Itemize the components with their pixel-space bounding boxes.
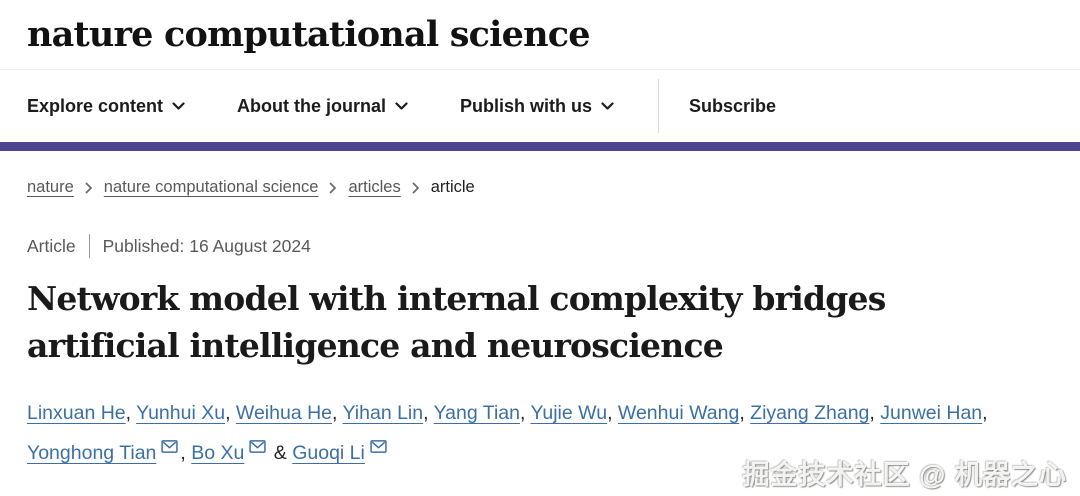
- author-separator: ,: [332, 402, 343, 424]
- breadcrumb-item-nature-computational-science[interactable]: nature computational science: [103, 178, 319, 196]
- author-separator: ,: [982, 402, 988, 424]
- author-separator: ,: [180, 442, 192, 464]
- article-meta: Article Published: 16 August 2024: [27, 234, 1053, 258]
- author-link[interactable]: Yujie Wu: [530, 402, 608, 424]
- chevron-down-icon: [395, 101, 408, 111]
- nav-item-label: About the journal: [237, 95, 387, 116]
- envelope-icon[interactable]: [161, 440, 179, 453]
- accent-bar: [0, 142, 1080, 151]
- author-link[interactable]: Weihua He: [235, 402, 333, 424]
- chevron-right-icon: [85, 182, 93, 194]
- article-title-line2: artificial intelligence and neuroscience: [27, 326, 724, 365]
- breadcrumb-item-articles[interactable]: articles: [348, 178, 401, 196]
- author-separator: ,: [225, 402, 236, 424]
- author-separator: ,: [519, 402, 531, 424]
- article-title: Network model with internal complexity b…: [27, 275, 1053, 369]
- meta-divider: [88, 234, 90, 258]
- author-link[interactable]: Linxuan He: [27, 402, 126, 424]
- main-nav: Explore content About the journal Publish …: [0, 70, 1080, 142]
- envelope-icon[interactable]: [370, 440, 387, 453]
- nav-divider: [658, 79, 660, 133]
- author-separator: ,: [607, 402, 618, 424]
- author-separator: ,: [423, 402, 434, 424]
- nav-item-label: Explore content: [27, 95, 164, 116]
- author-separator: ,: [739, 402, 751, 424]
- nav-item-publish-with-us[interactable]: Publish with us: [460, 96, 614, 117]
- envelope-icon[interactable]: [249, 440, 267, 453]
- breadcrumb-item-nature[interactable]: nature: [27, 178, 74, 196]
- chevron-down-icon: [172, 101, 185, 111]
- article-type-label: Article: [27, 235, 76, 256]
- breadcrumb: nature nature computational science articl…: [27, 178, 1053, 197]
- article-title-line1: Network model with internal complexity b…: [27, 279, 886, 318]
- author-list: Linxuan He, Yunhui Xu, Weihua He, Yihan …: [27, 393, 1035, 473]
- site-header: nature computational science: [0, 0, 1080, 70]
- journal-logo[interactable]: nature computational science: [27, 14, 591, 55]
- author-link[interactable]: Yang Tian: [433, 402, 520, 424]
- nav-item-about-the-journal[interactable]: About the journal: [237, 96, 408, 117]
- author-link[interactable]: Ziyang Zhang: [750, 402, 870, 424]
- chevron-down-icon: [601, 101, 614, 111]
- author-separator: ,: [869, 402, 881, 424]
- nav-item-explore-content[interactable]: Explore content: [27, 96, 185, 117]
- published-date: Published: 16 August 2024: [102, 235, 311, 256]
- breadcrumb-item-article: article: [430, 178, 475, 196]
- subscribe-link[interactable]: Subscribe: [689, 95, 777, 116]
- author-link[interactable]: Bo Xu: [191, 442, 245, 464]
- author-separator: &: [268, 442, 293, 464]
- author-link[interactable]: Yihan Lin: [342, 402, 424, 424]
- main-nav-items: Explore content About the journal Publish …: [27, 96, 666, 117]
- author-link[interactable]: Guoqi Li: [292, 442, 365, 464]
- author-link[interactable]: Yonghong Tian: [27, 442, 157, 464]
- chevron-right-icon: [329, 182, 337, 194]
- author-link[interactable]: Wenhui Wang: [617, 402, 740, 424]
- article-header-section: nature nature computational science articl…: [0, 178, 1080, 473]
- author-separator: ,: [125, 402, 137, 424]
- author-link[interactable]: Yunhui Xu: [136, 402, 226, 424]
- nav-item-label: Publish with us: [460, 95, 593, 116]
- author-link[interactable]: Junwei Han: [880, 402, 983, 424]
- chevron-right-icon: [412, 182, 420, 194]
